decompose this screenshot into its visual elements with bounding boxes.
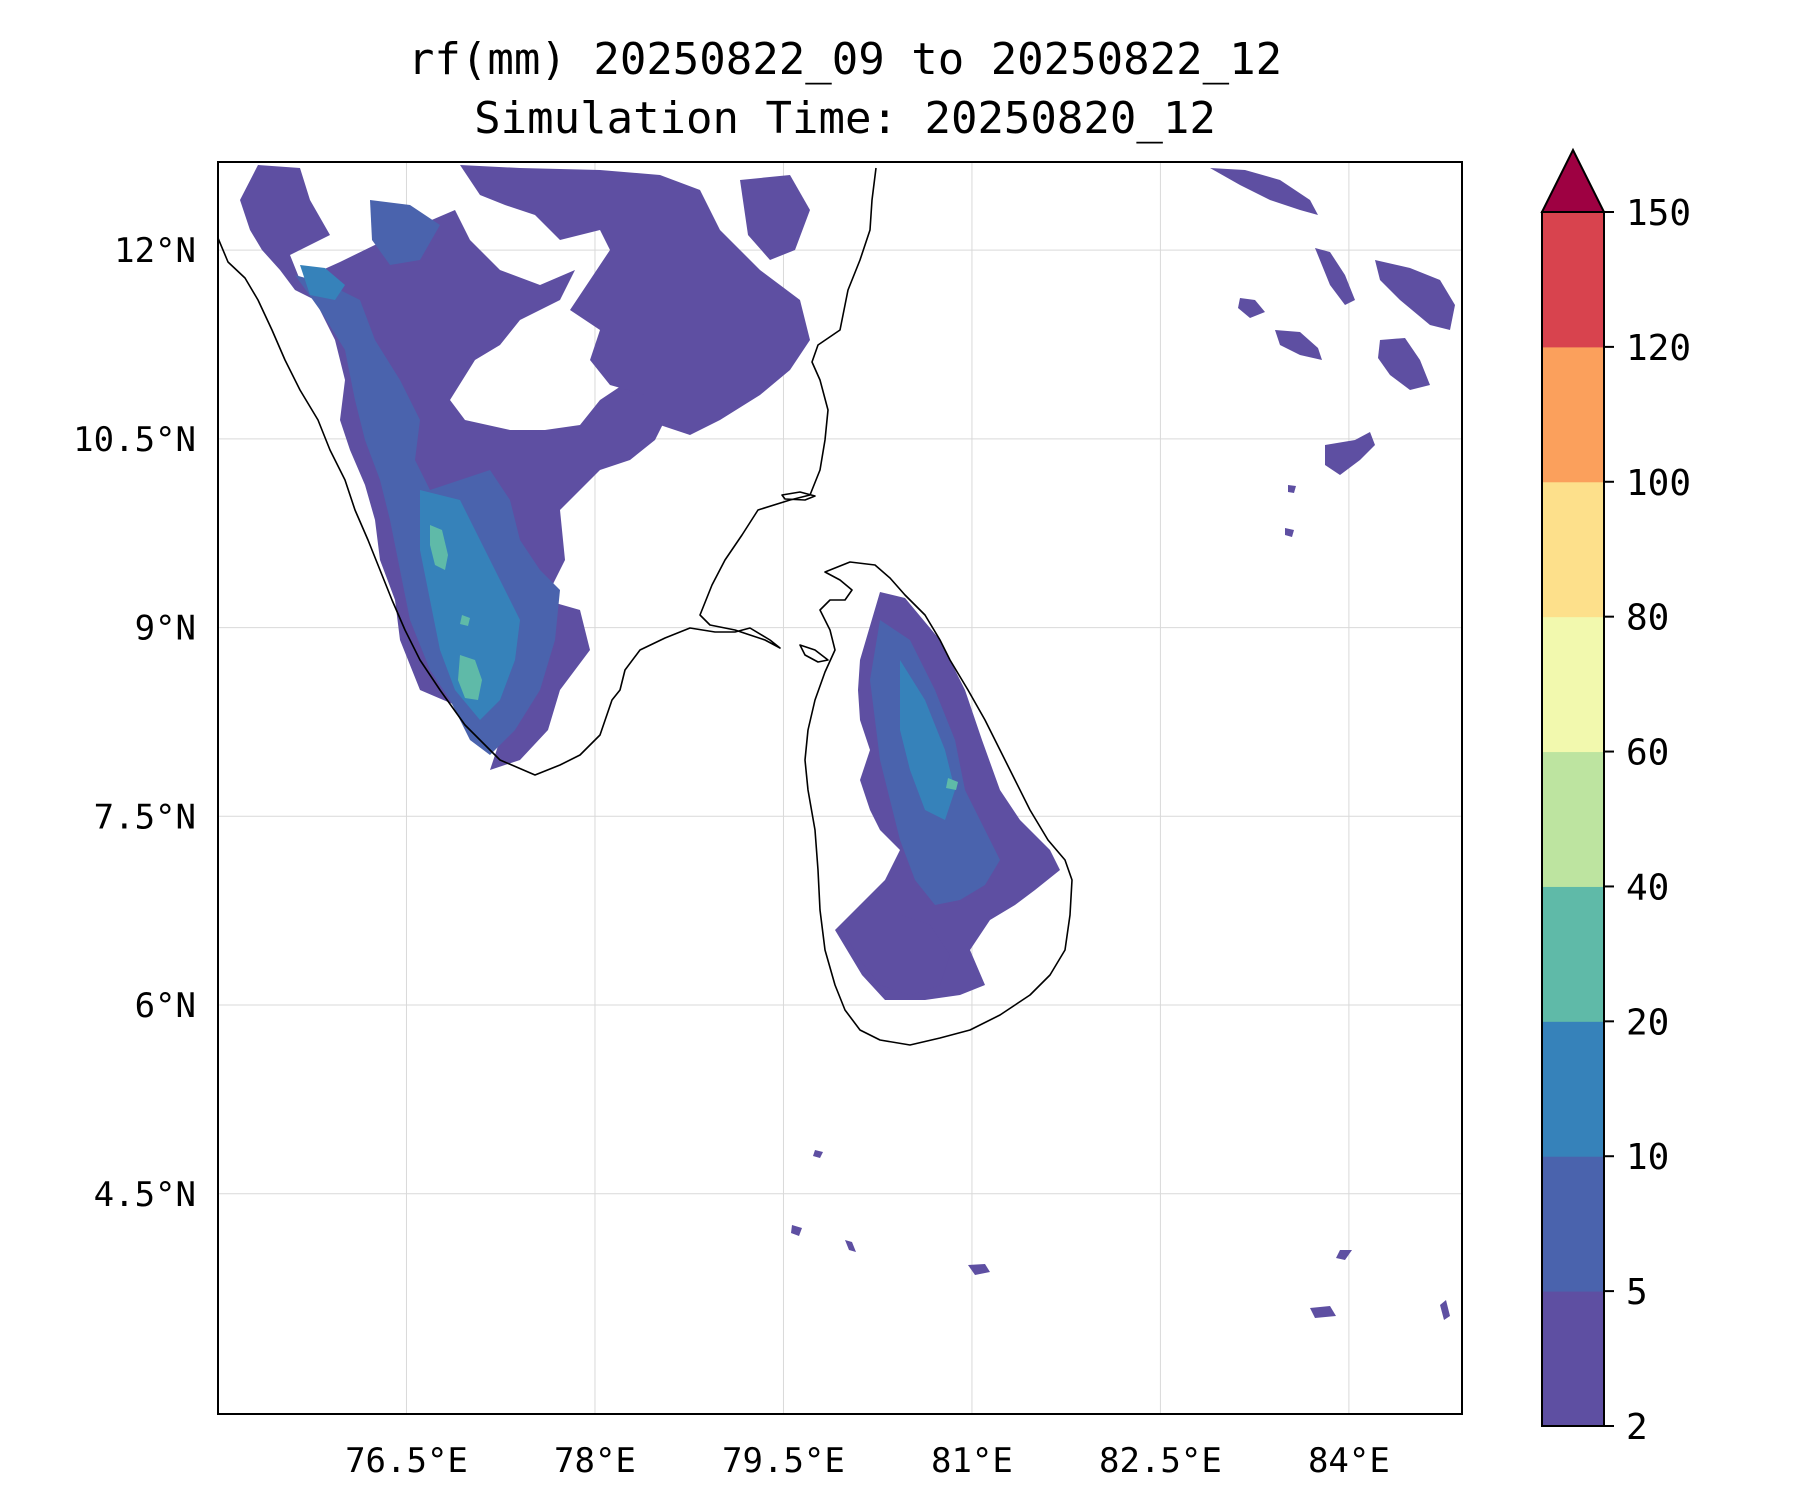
coastline-srilanka [804,561,1073,1046]
rain-patch-ne-4 [1238,298,1265,318]
rain-patch-s-4 [968,1264,990,1275]
rain-patch-s-1 [813,1150,823,1158]
rain-patch-max-1 [430,525,448,570]
rain-patch-max-2 [458,655,482,700]
colorbar: 2 5 10 20 40 60 80 100 120 150 [1540,147,1691,1448]
map-title-line1: rf(mm) 20250822_09 to 20250822_12 [408,34,1282,85]
rain-patch-s-2 [791,1225,802,1236]
lon-tick-label: 79.5°E [722,1441,845,1481]
map-title-line2: Simulation Time: 20250820_12 [474,93,1216,144]
colorbar-segment [1542,1156,1604,1292]
rain-patch-north-east [740,175,810,260]
lat-tick-label: 9°N [135,609,196,649]
rain-patch-ne-6 [1378,338,1430,390]
rain-patch-ne-dot-2 [1285,528,1294,537]
lon-tick-label: 84°E [1308,1441,1390,1481]
lat-tick-label: 7.5°N [94,797,196,837]
colorbar-segment [1542,886,1604,1022]
colorbar-segment [1542,616,1604,753]
rain-patch-ne-5 [1275,330,1322,360]
rain-patch-max-3 [946,778,958,790]
rain-patch-srilanka-south [845,905,950,995]
colorbar-tick-label: 100 [1626,463,1691,504]
rainfall-patches-2-5mm [240,165,1455,1320]
lon-tick-label: 78°E [554,1441,636,1481]
lat-tick-label: 12°N [114,231,196,271]
colorbar-segment [1542,1021,1604,1157]
colorbar-tick-label: 5 [1626,1272,1648,1313]
colorbar-tick-label: 20 [1626,1002,1669,1043]
colorbar-segment [1542,212,1604,348]
rain-patch-north-core [370,200,440,265]
rain-patch-se-2 [1310,1306,1336,1318]
colorbar-tick-label: 60 [1626,733,1669,774]
colorbar-tick-label: 150 [1626,193,1691,234]
coastlines [218,167,1073,1046]
rain-patch-se-1 [1336,1250,1352,1260]
coastline-mannar [799,644,829,663]
rain-patch-ne-dot-1 [1288,485,1296,493]
lon-tick-label: 81°E [931,1441,1013,1481]
rain-patch-srilanka-strong [900,660,955,820]
colorbar-segment [1542,751,1604,887]
colorbar-tick-label: 80 [1626,598,1669,639]
plot-frame [217,161,1463,1415]
rain-patch-ne-3 [1375,260,1455,330]
rain-patch-ne-7 [1325,432,1375,475]
lon-tick-label: 76.5°E [345,1441,468,1481]
rainfall-patches-20-40mm [430,525,958,790]
coastline-india [218,167,877,776]
rain-patch-north-strong [300,265,345,300]
rain-patch-ne-2 [1315,248,1355,305]
colorbar-segment [1542,1291,1604,1427]
rain-patch-north-interior [460,165,810,435]
lon-tick-label: 82.5°E [1099,1441,1222,1481]
colorbar-tick-label: 2 [1626,1407,1648,1448]
colorbar-frame [1541,211,1605,1427]
colorbar-tick-label: 10 [1626,1137,1669,1178]
colorbar-segment [1542,346,1604,483]
lat-tick-label: 6°N [135,986,196,1026]
rain-patch-ne-1 [1210,168,1318,215]
rain-patch-se-3 [1440,1300,1450,1320]
coastline-palk-shoal [781,491,816,501]
axis-labels: 76.5°E 78°E 79.5°E 81°E 82.5°E 84°E 12°N 10.5°N… [73,231,1390,1481]
lat-tick-label: 10.5°N [73,420,196,460]
rain-patch-s-3 [845,1240,856,1252]
colorbar-extend-arrow [1540,147,1606,213]
rain-patch-max-4 [460,615,470,626]
lat-tick-label: 4.5°N [94,1175,196,1215]
colorbar-tick-label: 40 [1626,867,1669,908]
colorbar-tick-label: 120 [1626,328,1691,369]
colorbar-segment [1542,481,1604,618]
